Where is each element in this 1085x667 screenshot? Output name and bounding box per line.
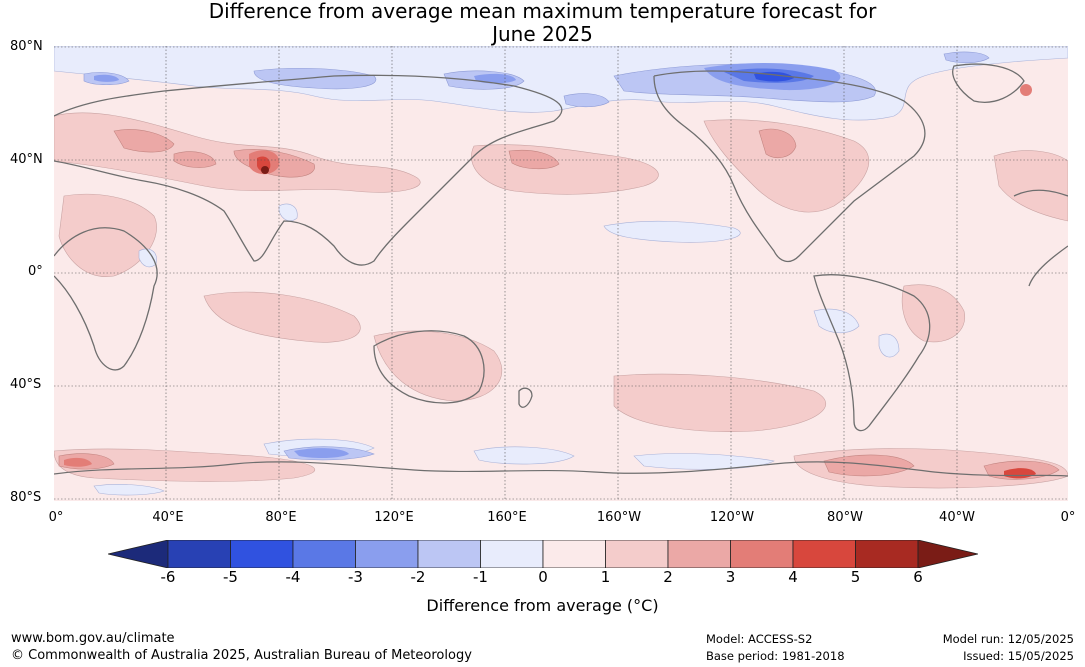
- lat-label-40s: 40°S: [10, 377, 42, 392]
- colour-bar: [108, 540, 978, 568]
- colour-bar-tick-label: -5: [223, 568, 238, 586]
- graticule: [54, 46, 1068, 501]
- colour-bar-tick-label: 2: [663, 568, 673, 586]
- colour-bar-cell: [417, 540, 481, 568]
- lat-label-equator: 0°: [28, 264, 43, 279]
- colour-bar-tick-label: -1: [473, 568, 488, 586]
- colour-bar-cell: [542, 540, 606, 568]
- footer-base-period: Base period: 1981-2018: [706, 649, 845, 663]
- forecast-map: [54, 46, 1068, 501]
- lat-label-40n: 40°N: [10, 152, 43, 167]
- lon-label-0-right: 0°: [1060, 510, 1076, 525]
- colour-bar-tick-label: 1: [600, 568, 611, 586]
- colour-bar-tick-label: -4: [285, 568, 301, 586]
- lon-label-40w: 40°W: [939, 510, 975, 525]
- title-line-2: June 2025: [492, 22, 593, 46]
- colour-bar-cell: [292, 540, 356, 568]
- colour-bar-extension-high: [917, 540, 978, 568]
- lon-label-160w: 160°W: [596, 510, 642, 525]
- lon-label-40e: 40°E: [152, 510, 184, 525]
- lon-label-160e: 160°E: [487, 510, 527, 525]
- footer-url: www.bom.gov.au/climate: [11, 631, 175, 646]
- colour-bar-tick-label: 0: [538, 568, 548, 586]
- lon-label-120w: 120°W: [709, 510, 755, 525]
- colour-bar-cell: [355, 540, 419, 568]
- footer-copyright: © Commonwealth of Australia 2025, Austra…: [11, 648, 472, 663]
- lon-label-0-left: 0°: [48, 510, 64, 525]
- colour-bar-label: Difference from average (°C): [426, 596, 659, 615]
- footer-model-run: Model run: 12/05/2025: [942, 632, 1074, 646]
- lon-label-120e: 120°E: [374, 510, 414, 525]
- anomaly-1-2-regions: [54, 112, 1068, 489]
- colour-bar-tick-label: 6: [913, 568, 923, 586]
- colour-bar-tick-label: -6: [160, 568, 176, 586]
- colour-bar-cell: [667, 540, 731, 568]
- footer-model: Model: ACCESS-S2: [706, 632, 813, 646]
- colour-bar-tick-label: -2: [410, 568, 426, 586]
- title-line-1: Difference from average mean maximum tem…: [208, 0, 877, 23]
- lat-label-80s: 80°S: [10, 490, 42, 505]
- colour-bar-extension-low: [108, 540, 169, 568]
- footer-issued: Issued: 15/05/2025: [963, 649, 1074, 663]
- lon-label-80w: 80°W: [827, 510, 863, 525]
- colour-bar-tick-label: 3: [725, 568, 736, 586]
- anomaly-hotspots: [64, 69, 1036, 479]
- colour-bar-cell: [792, 540, 856, 568]
- anomaly-map-svg: [54, 46, 1068, 501]
- colour-bar-tick-label: -3: [348, 568, 363, 586]
- lon-label-80e: 80°E: [265, 510, 297, 525]
- colour-bar-tick-label: 5: [850, 568, 861, 586]
- antarctic-coastline: [54, 461, 1068, 477]
- colour-bar-cell: [167, 540, 231, 568]
- colour-bar-cell: [855, 540, 919, 568]
- map-title: Difference from average mean maximum tem…: [0, 0, 1085, 46]
- coastlines: [54, 63, 1068, 432]
- colour-bar-cell: [605, 540, 669, 568]
- colour-bar-tick-label: 4: [788, 568, 798, 586]
- colour-bar-cell: [730, 540, 794, 568]
- lat-label-80n: 80°N: [10, 39, 43, 54]
- colour-bar-cell: [480, 540, 544, 568]
- colour-bar-cell: [230, 540, 294, 568]
